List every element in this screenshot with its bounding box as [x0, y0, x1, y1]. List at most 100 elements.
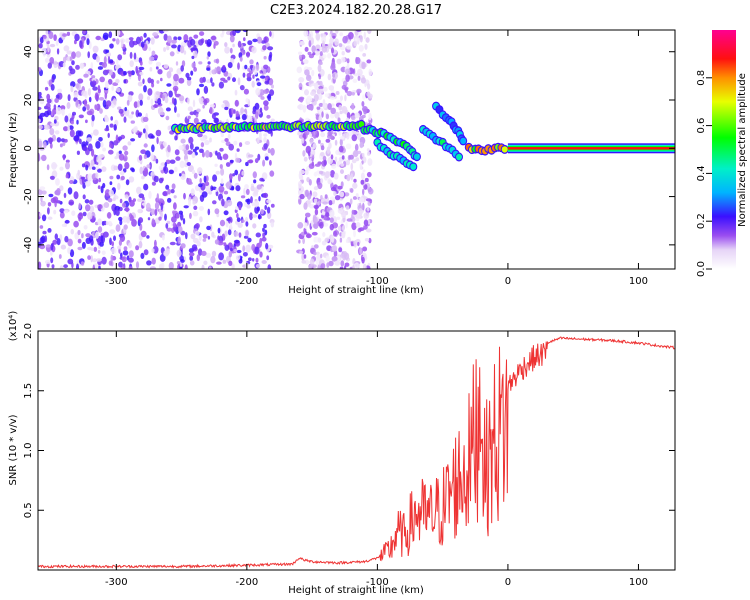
spectrogram-noise-0-1109	[149, 266, 156, 269]
spectrogram-noise-0-641	[97, 226, 103, 233]
spectrogram-noise-0-944	[198, 97, 204, 103]
spectrogram-noise-0-1239	[198, 183, 203, 188]
spectrogram-noise-1-2121	[328, 179, 333, 184]
spectrogram-noise-0-1457	[171, 216, 177, 223]
spectrogram-noise-1-1930	[351, 92, 355, 96]
spectrogram-noise-0-916	[154, 208, 158, 216]
spectrogram-noise-0-1190	[253, 200, 260, 208]
spectrogram-noise-0-854	[97, 218, 102, 226]
spectrogram-noise-0-932	[105, 81, 109, 89]
spectrogram-noise-0-1469	[118, 108, 124, 114]
spectrogram-noise-0-1279	[125, 206, 129, 213]
spectrogram-noise-0-1138	[93, 129, 99, 136]
spectrogram-noise-1-1847	[359, 35, 363, 43]
spectrogram-noise-1-1854	[341, 231, 346, 239]
spectrogram-noise-0-1344	[53, 104, 57, 110]
spectrogram-noise-1-1900	[341, 51, 345, 56]
spectrogram-noise-0-1235	[49, 128, 55, 136]
spectrogram-noise-0-1226	[171, 44, 177, 49]
spectrogram-noise-0-1442	[198, 39, 204, 46]
spectrogram-noise-0-697	[77, 169, 80, 176]
spectrogram-noise-0-1083	[115, 224, 121, 232]
snr-x-tick-label-3: 0	[505, 577, 511, 588]
spectrogram-noise-0-876	[263, 133, 268, 137]
spectrogram-noise-0-1264	[167, 144, 171, 153]
spectrogram-noise-1-2052	[313, 172, 318, 176]
spectrogram-noise-1-2090	[337, 225, 342, 232]
spectrogram-noise-0-717	[110, 116, 113, 121]
spectrogram-noise-1-2035	[360, 179, 365, 185]
spectrogram-noise-1-1633	[351, 222, 357, 231]
spectrogram-noise-0-1365	[215, 187, 218, 192]
spectrogram-noise-0-788	[249, 65, 253, 69]
spectrogram-noise-0-910	[270, 147, 275, 156]
spectrogram-noise-0-587	[47, 216, 53, 220]
spectrogram-noise-0-738	[45, 244, 51, 248]
spectrogram-y-ticks: -40 -20 0 20 40	[23, 45, 675, 253]
spectrogram-noise-0-599	[112, 197, 116, 202]
spectrogram-noise-0-927	[56, 188, 61, 196]
spectrogram-noise-0-126	[211, 250, 217, 257]
spectrogram-noise-0-773	[67, 124, 70, 132]
spectrogram-noise-0-1340	[231, 263, 235, 269]
spectrogram-noise-0-640	[128, 257, 134, 263]
spectrogram-noise-0-31	[244, 184, 249, 190]
spectrogram-noise-0-1079	[110, 247, 117, 254]
spectrogram-noise-0-1458	[87, 212, 93, 220]
spectrogram-x-ticks: -300 -200 -100 0 100	[105, 30, 648, 287]
spectrogram-noise-0-1453	[103, 202, 110, 208]
spectrogram-noise-0-1312	[202, 238, 207, 242]
spectrogram-noise-1-1913	[350, 115, 356, 121]
spectrogram-noise-1-2174	[359, 247, 362, 255]
spectrogram-noise-0-885	[91, 148, 95, 157]
spectrogram-noise-0-524	[143, 143, 148, 148]
spectrogram-noise-0-1148	[255, 64, 260, 72]
spectrogram-noise-1-2180	[341, 212, 347, 219]
spectrogram-noise-0-1391	[233, 239, 240, 244]
spectrogram-noise-0-863	[42, 230, 47, 235]
spectrogram-noise-0-344	[63, 192, 67, 199]
spectrogram-noise-0-1261	[94, 92, 99, 101]
spectrogram-noise-1-1828	[340, 56, 346, 63]
spectrogram-noise-0-1269	[47, 44, 50, 53]
spectrogram-noise-1-2108	[344, 87, 348, 93]
spectrogram-noise-1-2188	[312, 52, 316, 56]
spectrogram-noise-1-2060	[318, 170, 324, 175]
spectrogram-noise-0-1176	[100, 235, 104, 243]
spectrogram-noise-0-1290	[267, 93, 272, 102]
spectrogram-noise-0-998	[151, 181, 156, 186]
spectrogram-noise-0-1373	[65, 162, 70, 170]
spectrogram-noise-1-1790	[302, 150, 306, 157]
spectrogram-noise-0-985	[129, 200, 135, 207]
spectrogram-noise-1-2195	[354, 112, 360, 119]
spectrogram-noise-0-186	[128, 114, 134, 119]
spectrogram-noise-0-995	[109, 123, 114, 128]
spectrogram-noise-0-1368	[186, 76, 192, 81]
spectrogram-noise-0-1436	[69, 68, 76, 75]
spectrogram-noise-1-2162	[307, 35, 312, 41]
spectrogram-noise-0-1370	[68, 199, 75, 206]
spectrogram-noise-1-1770	[365, 228, 372, 233]
spectrogram-noise-0-650	[270, 221, 275, 228]
spectrogram-noise-0-254	[39, 225, 44, 229]
spectrogram-noise-0-969	[130, 138, 136, 142]
spectrogram-noise-0-1024	[214, 163, 218, 167]
spectrogram-noise-0-41	[109, 43, 114, 49]
spectrogram-noise-0-1379	[220, 178, 224, 185]
spectrogram-noise-1-2085	[335, 30, 339, 34]
spectrogram-noise-0-1202	[39, 186, 46, 191]
spectrogram-noise-1-2033	[329, 37, 334, 45]
spectrogram-noise-1-2023	[325, 212, 330, 218]
spectrogram-noise-0-1058	[55, 94, 60, 99]
spectrogram-noise-1-2074	[320, 263, 326, 269]
spectrogram-noise-1-2184	[314, 50, 320, 56]
spectrogram-noise-1-2178	[333, 230, 337, 237]
spectrogram-noise-1-1661	[366, 207, 370, 212]
spectrogram-noise-0-241	[190, 70, 194, 76]
spectrogram-noise-0-542	[260, 75, 266, 79]
spectrogram-noise-0-1405	[228, 260, 233, 266]
spectrogram-noise-0-345	[243, 235, 249, 239]
spectrogram-noise-1-2198	[322, 99, 326, 105]
spectrogram-noise-0-1486	[144, 167, 148, 175]
spectrogram-noise-0-46	[107, 78, 113, 85]
